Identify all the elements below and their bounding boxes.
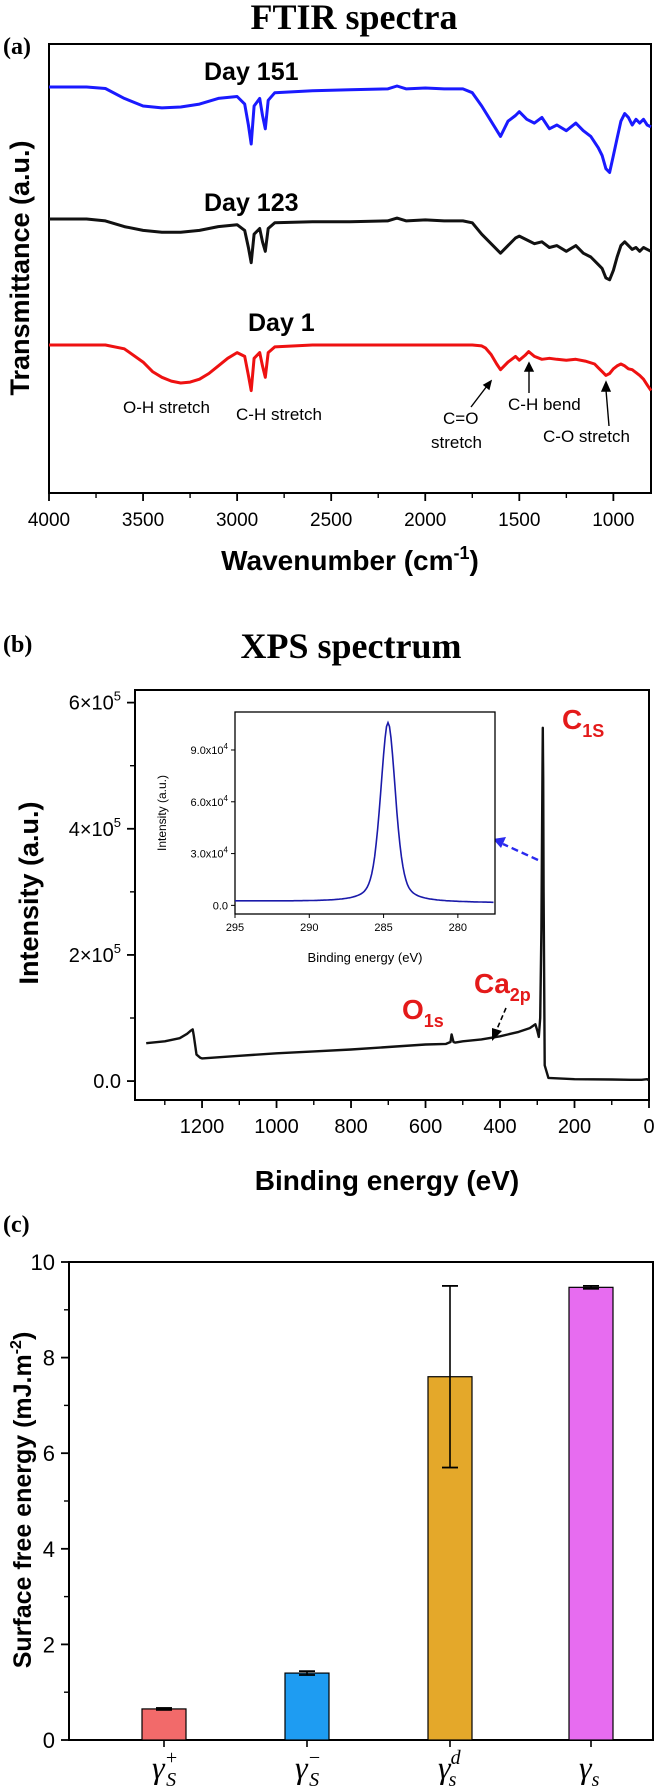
annotation-oh-stretch: O-H stretch bbox=[123, 398, 210, 417]
y-tick-label: 6×105 bbox=[69, 689, 121, 715]
y-tick-label: 6 bbox=[43, 1441, 55, 1466]
y-tick-label: 4×105 bbox=[69, 815, 121, 841]
panel-a-series bbox=[49, 84, 653, 393]
legend-day-123: Day 123 bbox=[204, 189, 299, 217]
y-tick-label: 2 bbox=[43, 1632, 55, 1657]
panel-b-series bbox=[146, 726, 650, 1082]
ca2p-arrowhead bbox=[492, 1028, 502, 1041]
arrowhead-co-stretch bbox=[600, 380, 612, 392]
inset-y-tick-label: 6.0x104 bbox=[191, 794, 229, 809]
panel-c: (c) 0 2 4 6 8 10 γ+ S γ− S γd s γs Surface free ener… bbox=[3, 1212, 654, 1789]
x-tick-label: 200 bbox=[558, 1116, 591, 1138]
inset-arrow bbox=[493, 837, 539, 862]
panel-b-xlabel: Binding energy (eV) bbox=[255, 1165, 519, 1196]
x-tick-label: 1000 bbox=[592, 510, 634, 531]
series-line-day-1 bbox=[49, 343, 653, 393]
x-tick-label: 600 bbox=[409, 1116, 442, 1138]
annotation-co-double: C=O bbox=[443, 409, 478, 428]
category-label-3: γd s bbox=[438, 1747, 462, 1789]
bar-1 bbox=[141, 1708, 187, 1741]
panel-b-ylabel: Intensity (a.u.) bbox=[14, 801, 44, 984]
peak-label-c1s: C1S bbox=[562, 704, 604, 741]
x-tick-label: 0 bbox=[643, 1116, 654, 1138]
panel-a-label: (a) bbox=[3, 34, 31, 60]
x-tick-label: 1000 bbox=[254, 1116, 299, 1138]
inset-x-tick-label: 290 bbox=[300, 922, 318, 934]
y-tick-label: 10 bbox=[31, 1250, 55, 1275]
inset-c1s-peak-line bbox=[235, 720, 494, 904]
category-label-2: γ− S bbox=[295, 1747, 321, 1789]
inset-arrowhead bbox=[493, 837, 506, 848]
ca2p-arrow bbox=[492, 1007, 507, 1041]
inset-arrow-line bbox=[502, 842, 539, 862]
panel-b-label: (b) bbox=[3, 632, 32, 658]
panel-a-frame bbox=[48, 43, 652, 494]
bar-2 bbox=[284, 1672, 330, 1741]
inset-y-tick-label: 9.0x104 bbox=[191, 742, 229, 757]
panel-c-label: (c) bbox=[3, 1212, 30, 1238]
x-tick-label: 1200 bbox=[180, 1116, 225, 1138]
peak-label-ca2p: Ca2p bbox=[474, 968, 531, 1005]
inset-frame bbox=[234, 711, 496, 915]
y-tick-label: 4 bbox=[43, 1537, 55, 1562]
x-tick-label: 800 bbox=[334, 1116, 367, 1138]
panel-a-title: FTIR spectra bbox=[251, 0, 458, 37]
panel-c-frame bbox=[68, 1261, 654, 1741]
inset-x-tick-label: 280 bbox=[449, 922, 467, 934]
panel-b-title: XPS spectrum bbox=[241, 626, 462, 666]
inset-xlabel: Binding energy (eV) bbox=[308, 950, 423, 965]
legend-day-1: Day 1 bbox=[248, 309, 315, 337]
inset-x-tick-label: 295 bbox=[226, 922, 244, 934]
peak-label-o1s: O1s bbox=[402, 994, 444, 1031]
x-tick-label: 3000 bbox=[216, 510, 258, 531]
category-label-1: γ+ S bbox=[152, 1747, 178, 1789]
series-line-day-123 bbox=[49, 216, 652, 282]
xps-survey-line bbox=[146, 726, 650, 1082]
x-tick-label: 400 bbox=[483, 1116, 516, 1138]
panel-c-bars bbox=[141, 1285, 614, 1741]
annotation-co-double-stretch: stretch bbox=[431, 433, 482, 452]
annotation-ch-bend: C-H bend bbox=[508, 395, 581, 414]
category-label-4: γs bbox=[579, 1749, 600, 1789]
ca2p-arrow-line bbox=[496, 1007, 507, 1030]
x-tick-label: 4000 bbox=[28, 510, 70, 531]
x-tick-label: 2000 bbox=[404, 510, 446, 531]
inset-axes: 295 290 285 280 0.0 3.0x104 6.0x104 9.0x104 bbox=[191, 742, 468, 934]
y-tick-label: 0 bbox=[43, 1728, 55, 1753]
inset-x-tick-label: 285 bbox=[374, 922, 392, 934]
x-tick-label: 1500 bbox=[498, 510, 540, 531]
inset-series bbox=[235, 720, 494, 904]
panel-b: (b) XPS spectrum 1200 1000 800 600 400 200 0 0.… bbox=[3, 626, 655, 1196]
panel-b-frame bbox=[134, 689, 650, 1101]
x-tick-label: 3500 bbox=[122, 510, 164, 531]
panel-a: (a) FTIR spectra 4000 3500 3000 2500 2000 150… bbox=[3, 0, 653, 576]
panel-a-xlabel: Wavenumber (cm-1) bbox=[221, 543, 479, 576]
inset-y-tick-label: 0.0 bbox=[213, 900, 228, 912]
arrow-co-stretch bbox=[605, 389, 610, 427]
arrowhead-co-double bbox=[482, 379, 493, 391]
panel-c-ylabel: Surface free energy (mJ.m-2) bbox=[8, 1332, 37, 1669]
panel-a-x-axis: 4000 3500 3000 2500 2000 1500 1000 bbox=[28, 493, 635, 531]
series-line-day-151 bbox=[49, 84, 652, 174]
panel-a-ylabel: Transmittance (a.u.) bbox=[5, 140, 35, 395]
panel-c-axes: 0 2 4 6 8 10 γ+ S γ− S γd s γs bbox=[31, 1250, 600, 1789]
panel-b-axes: 1200 1000 800 600 400 200 0 0.0 2×105 4×105 6×105 bbox=[69, 689, 655, 1138]
bar-4 bbox=[568, 1286, 614, 1741]
inset-chart: 295 290 285 280 0.0 3.0x104 6.0x104 9.0x104 Bin… bbox=[155, 711, 496, 965]
arrowhead-ch-bend bbox=[523, 361, 535, 372]
annotation-ch-stretch: C-H stretch bbox=[236, 405, 322, 424]
x-tick-label: 2500 bbox=[310, 510, 352, 531]
annotation-co-stretch: C-O stretch bbox=[543, 427, 630, 446]
legend-day-151: Day 151 bbox=[204, 58, 299, 86]
arrow-co-double bbox=[470, 385, 488, 408]
inset-y-tick-label: 3.0x104 bbox=[191, 846, 229, 861]
y-tick-label: 8 bbox=[43, 1346, 55, 1371]
annotation-arrows bbox=[470, 361, 612, 427]
inset-ylabel: Intensity (a.u.) bbox=[155, 775, 169, 851]
y-tick-label: 0.0 bbox=[93, 1071, 121, 1093]
y-tick-label: 2×105 bbox=[69, 941, 121, 967]
